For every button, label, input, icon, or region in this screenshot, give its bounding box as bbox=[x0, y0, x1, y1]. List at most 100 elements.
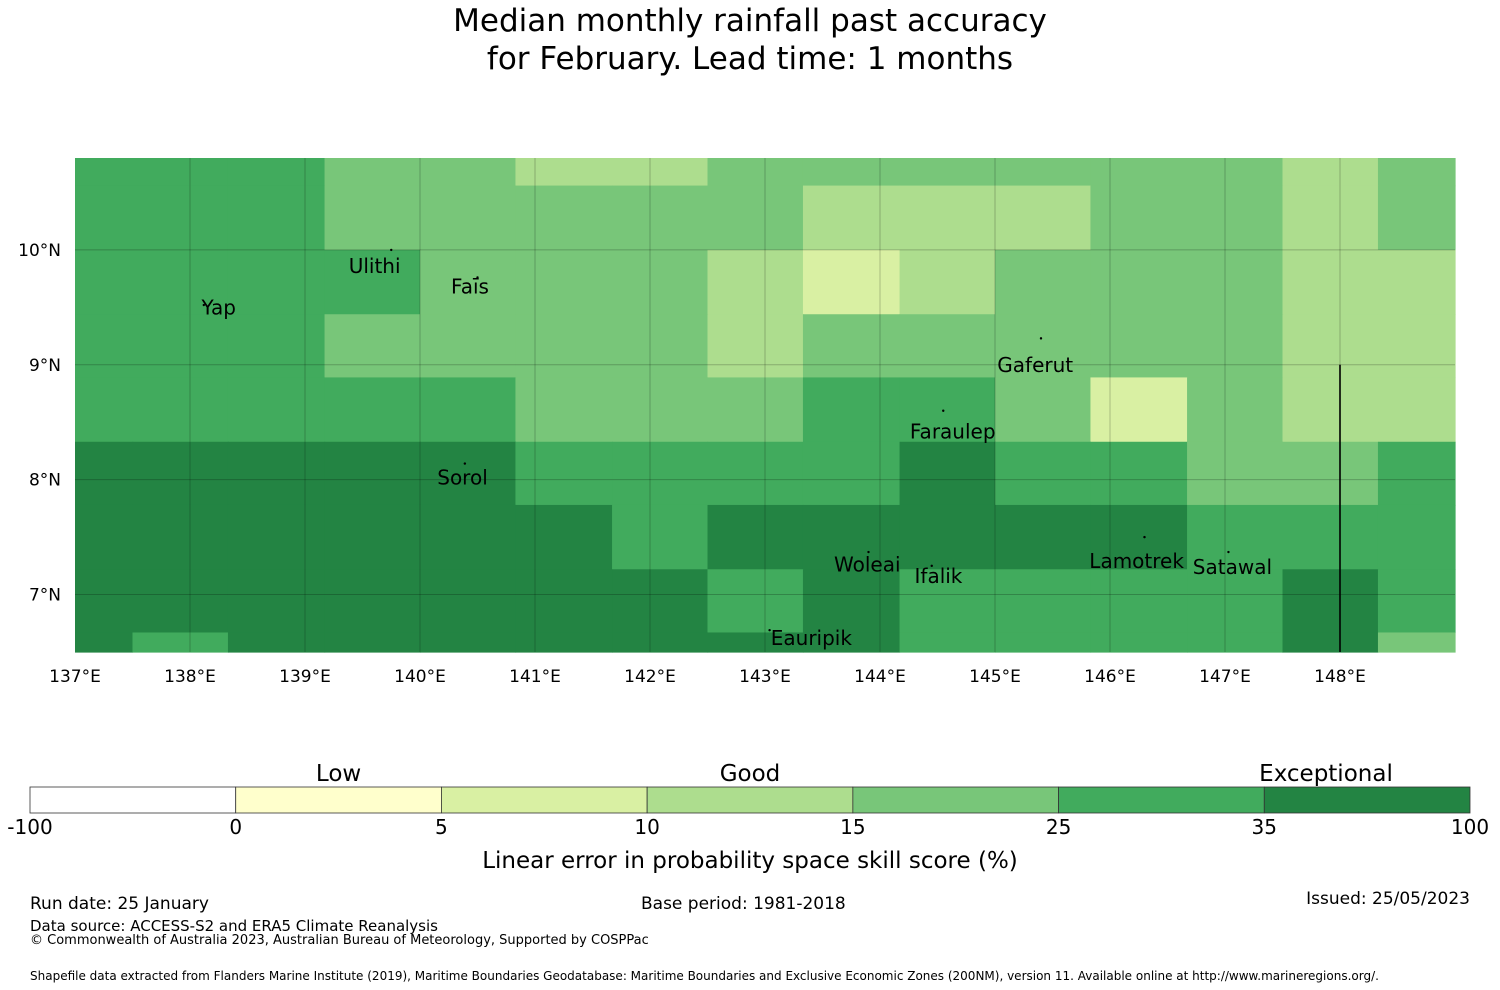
island-label: Lamotrek bbox=[1089, 549, 1184, 573]
skill-cell bbox=[707, 504, 804, 570]
island-marker bbox=[942, 409, 945, 412]
skill-cell bbox=[1187, 158, 1284, 187]
skill-cell bbox=[132, 504, 229, 570]
island-label: Gaferut bbox=[997, 353, 1073, 377]
colorbar-tick-label: 100 bbox=[1451, 815, 1489, 839]
map-title-line-1: Median monthly rainfall past accuracy bbox=[453, 3, 1047, 39]
skill-cell bbox=[802, 441, 901, 506]
skill-cell bbox=[995, 185, 1092, 251]
skill-cell bbox=[707, 377, 804, 443]
skill-map: 137°E 138°E 139°E 140°E 141°E 142°E 143°E 144°E… bbox=[7, 158, 1489, 874]
skill-cell bbox=[1090, 314, 1188, 379]
island-label: Ulithi bbox=[349, 254, 401, 278]
skill-cell bbox=[324, 569, 421, 634]
skill-cell bbox=[995, 632, 1092, 653]
island-label: Yap bbox=[201, 295, 236, 319]
skill-cell bbox=[324, 185, 421, 251]
skill-cell bbox=[227, 504, 326, 570]
skill-cell bbox=[1377, 441, 1456, 506]
island-label: Sorol bbox=[437, 465, 488, 489]
colorbar-segment bbox=[852, 786, 1059, 814]
lat-tick-label: 8°N bbox=[29, 471, 61, 491]
skill-cell bbox=[227, 158, 326, 187]
island-marker bbox=[1143, 535, 1146, 539]
lat-tick-label: 7°N bbox=[29, 586, 61, 606]
lon-tick-label: 146°E bbox=[1084, 667, 1136, 687]
skill-cell bbox=[420, 632, 517, 653]
island-label: Eauripik bbox=[771, 626, 853, 650]
lat-tick-label: 9°N bbox=[29, 356, 61, 376]
skill-cell bbox=[995, 158, 1092, 187]
skill-cell bbox=[1282, 569, 1379, 634]
island-marker bbox=[202, 303, 205, 307]
skill-cell bbox=[707, 185, 804, 251]
skill-cell bbox=[1187, 632, 1284, 653]
skill-cell bbox=[612, 632, 709, 653]
skill-cell bbox=[802, 185, 901, 251]
data-source: Data source: ACCESS-S2 and ERA5 Climate … bbox=[30, 917, 438, 935]
colorbar-category-label: Good bbox=[720, 761, 781, 787]
skill-cell bbox=[1282, 504, 1379, 570]
skill-cell bbox=[75, 185, 134, 251]
skill-cell bbox=[75, 377, 134, 443]
colorbar-tick-label: 25 bbox=[1046, 815, 1071, 839]
skill-cell bbox=[899, 504, 996, 570]
skill-cell bbox=[132, 314, 229, 379]
skill-cell bbox=[707, 441, 804, 506]
copyright: © Commonwealth of Australia 2023, Austra… bbox=[30, 933, 649, 948]
skill-cell bbox=[515, 569, 613, 634]
skill-cell bbox=[1282, 632, 1379, 653]
colorbar: -100 0 5 10 15 25 35 100 Low Good Exceptional Linea… bbox=[7, 761, 1489, 874]
skill-cell bbox=[324, 249, 421, 315]
skill-cell bbox=[132, 249, 229, 315]
skill-cell bbox=[1377, 185, 1456, 251]
skill-cell bbox=[802, 569, 901, 634]
skill-cell bbox=[75, 632, 134, 653]
skill-cell bbox=[802, 632, 901, 653]
lon-tick-label: 138°E bbox=[164, 667, 216, 687]
island-label: Woleai bbox=[834, 553, 901, 577]
skill-cell bbox=[132, 569, 229, 634]
skill-cell bbox=[1090, 377, 1188, 443]
skill-cell bbox=[802, 377, 901, 443]
run-date: Run date: 25 January bbox=[30, 894, 209, 914]
shapefile-credit: Shapefile data extracted from Flanders M… bbox=[30, 969, 1379, 983]
skill-cell bbox=[227, 632, 326, 653]
skill-cell bbox=[612, 158, 709, 187]
skill-cell bbox=[899, 249, 996, 315]
colorbar-segment bbox=[646, 786, 854, 814]
island-label: Faīs bbox=[451, 275, 489, 299]
skill-cell bbox=[132, 632, 229, 653]
skill-cell bbox=[899, 632, 996, 653]
lon-tick-label: 141°E bbox=[509, 667, 561, 687]
colorbar-tick-label: 15 bbox=[840, 815, 865, 839]
skill-cell bbox=[899, 314, 996, 379]
skill-cell bbox=[132, 158, 229, 187]
island-marker bbox=[463, 462, 467, 465]
colorbar-segment bbox=[29, 786, 237, 814]
skill-cell bbox=[995, 569, 1092, 634]
colorbar-tick-label: 35 bbox=[1252, 815, 1277, 839]
skill-cells bbox=[75, 158, 1456, 653]
lon-tick-label: 137°E bbox=[49, 667, 101, 687]
skill-cell bbox=[1377, 504, 1456, 570]
colorbar-label: Linear error in probability space skill … bbox=[482, 848, 1018, 874]
colorbar-category-label: Low bbox=[316, 761, 361, 787]
lon-tick-label: 145°E bbox=[969, 667, 1021, 687]
skill-cell bbox=[707, 158, 804, 187]
skill-cell bbox=[899, 158, 996, 187]
skill-cell bbox=[899, 569, 996, 634]
skill-cell bbox=[1187, 249, 1284, 315]
skill-cell bbox=[420, 504, 517, 570]
skill-cell bbox=[1282, 314, 1379, 379]
skill-cell bbox=[75, 158, 134, 187]
skill-cell bbox=[899, 377, 996, 443]
island-marker bbox=[476, 276, 479, 279]
map-title-line-2: for February. Lead time: 1 months bbox=[486, 41, 1014, 77]
skill-cell bbox=[420, 441, 517, 506]
skill-cell bbox=[420, 185, 517, 251]
colorbar-category-label: Exceptional bbox=[1259, 761, 1393, 787]
skill-cell bbox=[1090, 569, 1188, 634]
skill-cell bbox=[995, 504, 1092, 570]
skill-cell bbox=[132, 441, 229, 506]
